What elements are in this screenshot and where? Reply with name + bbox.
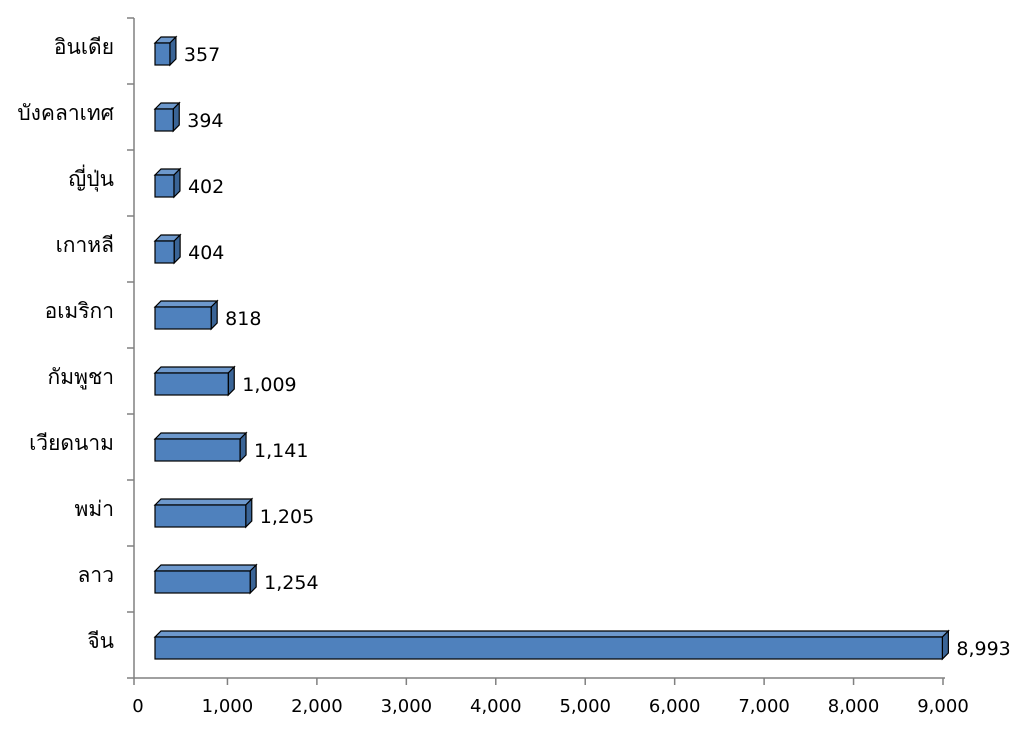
bar-value-label: 1,254 bbox=[264, 572, 318, 594]
x-tick-label: 8,000 bbox=[828, 696, 880, 717]
bar-value-label: 1,009 bbox=[242, 374, 296, 396]
bar-front-face bbox=[154, 240, 175, 264]
bar-top-face bbox=[153, 630, 950, 638]
bar-top-face bbox=[153, 432, 248, 440]
category-label: เกาหลี bbox=[56, 233, 114, 257]
bar bbox=[153, 629, 950, 661]
bar-front-face bbox=[154, 438, 241, 462]
bar-front-face bbox=[154, 504, 247, 528]
bar-front-face bbox=[154, 570, 251, 594]
bar-value-label: 357 bbox=[184, 44, 220, 66]
bar-front-face bbox=[154, 108, 174, 132]
x-tick-label: 7,000 bbox=[738, 696, 790, 717]
bar-value-label: 402 bbox=[188, 176, 224, 198]
category-label: กัมพูชา bbox=[48, 365, 114, 390]
bar bbox=[153, 233, 182, 265]
bar-front-face bbox=[154, 42, 171, 66]
bar-value-label: 394 bbox=[187, 110, 223, 132]
x-tick-label: 9,000 bbox=[917, 696, 969, 717]
category-label: จีน bbox=[87, 629, 114, 653]
x-tick-label: 3,000 bbox=[381, 696, 433, 717]
x-tick-label: 2,000 bbox=[291, 696, 343, 717]
bar-front-face bbox=[154, 372, 229, 396]
bar bbox=[153, 101, 181, 133]
category-label: เวียดนาม bbox=[29, 431, 114, 455]
x-tick-label: 5,000 bbox=[559, 696, 611, 717]
bar-value-label: 404 bbox=[188, 242, 224, 264]
x-tick-label: 1,000 bbox=[202, 696, 254, 717]
bar-top-face bbox=[153, 564, 258, 572]
bar bbox=[153, 299, 219, 331]
bar-top-face bbox=[153, 366, 236, 374]
bar bbox=[153, 167, 182, 199]
category-label: อเมริกา bbox=[45, 299, 114, 323]
x-tick-label: 6,000 bbox=[649, 696, 701, 717]
x-tick-label: 4,000 bbox=[470, 696, 522, 717]
bar-front-face bbox=[154, 306, 212, 330]
bar-top-face bbox=[153, 498, 254, 506]
bar-value-label: 1,205 bbox=[260, 506, 314, 528]
bar bbox=[153, 563, 258, 595]
bar-top-face bbox=[153, 300, 219, 308]
category-label: ลาว bbox=[78, 563, 114, 587]
bar bbox=[153, 365, 236, 397]
bar-value-label: 818 bbox=[225, 308, 261, 330]
bar bbox=[153, 497, 254, 529]
bar-front-face bbox=[154, 174, 175, 198]
bar bbox=[153, 35, 178, 67]
category-label: บังคลาเทศ bbox=[17, 101, 114, 125]
x-tick-label: 0 bbox=[132, 696, 143, 717]
bar-value-label: 1,141 bbox=[254, 440, 308, 462]
category-label: พม่า bbox=[75, 497, 114, 521]
bar-value-label: 8,993 bbox=[956, 638, 1010, 660]
bar-front-face bbox=[154, 636, 943, 660]
bar bbox=[153, 431, 248, 463]
category-label: ญี่ปุ่น bbox=[68, 164, 114, 192]
category-label: อินเดีย bbox=[54, 35, 114, 59]
